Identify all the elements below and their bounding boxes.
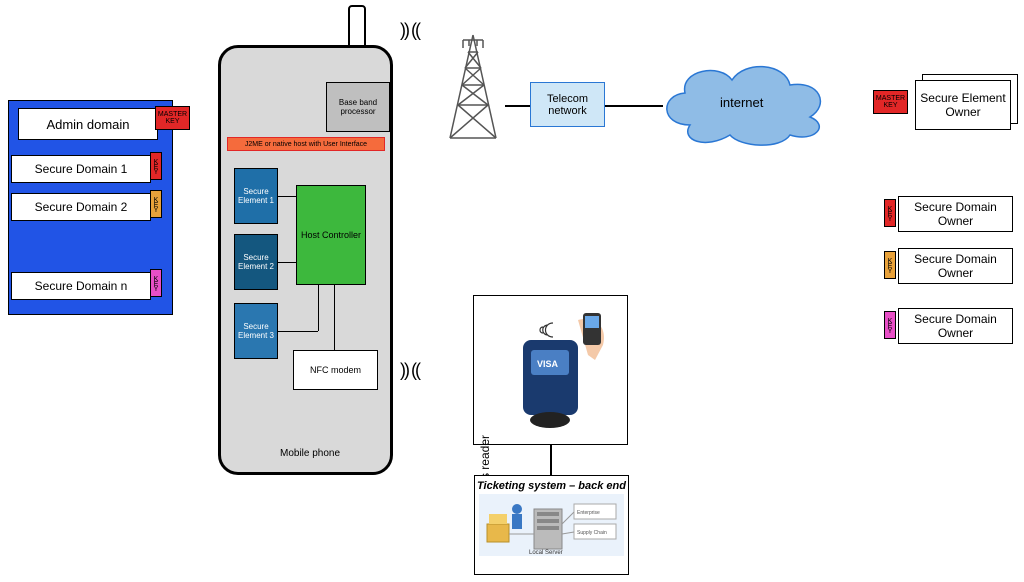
telecom-network: Telecom network — [530, 82, 605, 127]
host-controller: Host Controller — [296, 185, 366, 285]
secure-domain-2-key: KEY — [150, 190, 162, 218]
sdo2-key: KEY — [884, 251, 896, 279]
svg-text:VISA: VISA — [537, 359, 559, 369]
svg-text:Local Server: Local Server — [529, 550, 563, 556]
sdo3-key: KEY — [884, 311, 896, 339]
j2me-bar: J2ME or native host with User Interface — [227, 137, 385, 151]
ticketing-label: Ticketing system – back end — [477, 480, 626, 492]
secure-domain-n: Secure Domain n — [11, 272, 151, 300]
wire-se2-host — [278, 262, 296, 263]
wire-se3-h — [278, 331, 318, 332]
secure-domain-owner-3: Secure Domain Owner — [898, 308, 1013, 344]
ticketing-system: Ticketing system – back end Enterprise S… — [474, 475, 629, 575]
wire-se3-v — [318, 285, 319, 331]
phone-antenna — [348, 5, 366, 47]
se-owner-key: MASTER KEY — [873, 90, 908, 114]
waves-top: )) (( — [400, 20, 419, 41]
sdo1-key: KEY — [884, 199, 896, 227]
secure-domain-n-key: KEY — [150, 269, 162, 297]
reader-image-icon: VISA — [503, 305, 621, 433]
waves-bottom: )) (( — [400, 360, 419, 381]
wire-reader-ticketing — [550, 445, 552, 475]
svg-text:Enterprise: Enterprise — [577, 510, 600, 516]
secure-domain-owner-2: Secure Domain Owner — [898, 248, 1013, 284]
secure-element-3: Secure Element 3 — [234, 303, 278, 359]
secure-domain-1-key: KEY — [150, 152, 162, 180]
baseband-proc: Base band processor — [326, 82, 390, 132]
internet-label: internet — [720, 95, 763, 110]
secure-element-owner: Secure Element Owner — [915, 80, 1011, 130]
secure-domain-1: Secure Domain 1 — [11, 155, 151, 183]
secure-domain-owner-1: Secure Domain Owner — [898, 196, 1013, 232]
svg-text:Supply Chain: Supply Chain — [577, 530, 607, 536]
admin-master-key: MASTER KEY — [155, 106, 190, 130]
nfc-modem: NFC modem — [293, 350, 378, 390]
wire-host-nfc — [334, 285, 335, 350]
secure-element-1: Secure Element 1 — [234, 168, 278, 224]
mobile-phone-label: Mobile phone — [280, 448, 340, 459]
ticketing-image-icon: Enterprise Supply Chain Local Server — [479, 494, 624, 556]
admin-domain-label: Admin domain — [46, 117, 129, 132]
secure-element-2: Secure Element 2 — [234, 234, 278, 290]
antenna-tower-icon — [438, 30, 508, 140]
wire-se1-host — [278, 196, 296, 197]
admin-domain: Admin domain — [18, 108, 158, 140]
wire-tower-telecom — [505, 105, 530, 107]
secure-domain-2: Secure Domain 2 — [11, 193, 151, 221]
